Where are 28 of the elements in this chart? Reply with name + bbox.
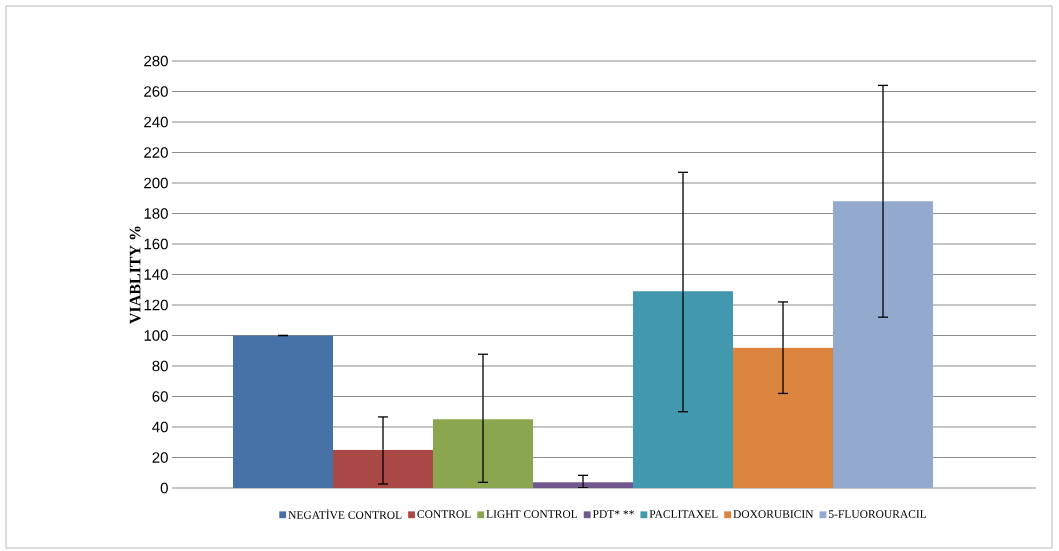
bar bbox=[733, 347, 834, 488]
y-tick-label: 280 bbox=[144, 55, 168, 67]
y-tick-label: 20 bbox=[152, 452, 168, 463]
legend-label: CONTROL bbox=[417, 510, 471, 518]
y-tick-label: 0 bbox=[160, 482, 168, 494]
y-tick-label: 120 bbox=[144, 299, 168, 311]
y-tick-label: 160 bbox=[144, 238, 168, 250]
y-tick-label: 60 bbox=[152, 391, 168, 402]
legend-label: PDT* ** bbox=[592, 510, 634, 518]
y-tick-label: 240 bbox=[144, 116, 168, 128]
legend-label: NEGATİVE CONTROL bbox=[288, 509, 402, 519]
legend-label: PACLITAXEL bbox=[649, 510, 718, 518]
y-tick-label: 100 bbox=[144, 330, 168, 341]
y-tick-label: 180 bbox=[144, 208, 168, 219]
y-tick-label: 220 bbox=[144, 147, 168, 158]
y-axis-title: VIABLITY % bbox=[129, 226, 141, 324]
y-tick-label: 40 bbox=[152, 421, 168, 433]
bar bbox=[533, 482, 634, 488]
y-tick-label: 80 bbox=[152, 360, 168, 372]
y-tick-label: 200 bbox=[144, 177, 168, 189]
legend-label: 5-FLUOROURACIL bbox=[829, 510, 927, 518]
bar bbox=[333, 449, 434, 488]
legend-label: DOXORUBICIN bbox=[733, 510, 814, 518]
y-tick-label: 140 bbox=[144, 269, 168, 280]
legend-label: LIGHT CONTROL bbox=[486, 510, 578, 518]
bar bbox=[833, 201, 934, 488]
y-tick-label: 260 bbox=[144, 86, 168, 97]
bar bbox=[233, 335, 334, 488]
